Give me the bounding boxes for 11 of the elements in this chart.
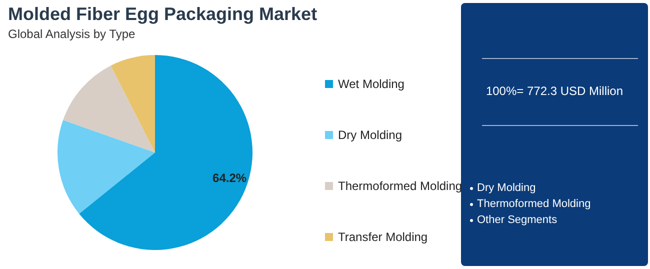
legend-label: Wet Molding: [338, 77, 404, 91]
data-label: 64.2%: [212, 170, 247, 185]
chart-subtitle: Global Analysis by Type: [8, 27, 136, 41]
chart-title: Molded Fiber Egg Packaging Market: [8, 4, 318, 25]
text: Other Segments: [477, 213, 558, 228]
text: Dry Molding: [477, 181, 536, 196]
legend-label: Dry Molding: [338, 128, 402, 142]
text: 100%= 772.3 USD Million: [484, 84, 624, 98]
text: Thermoformed Molding: [477, 197, 591, 212]
legend-label: Thermoformed Molding: [338, 179, 462, 193]
legend-label: Transfer Molding: [338, 230, 428, 244]
